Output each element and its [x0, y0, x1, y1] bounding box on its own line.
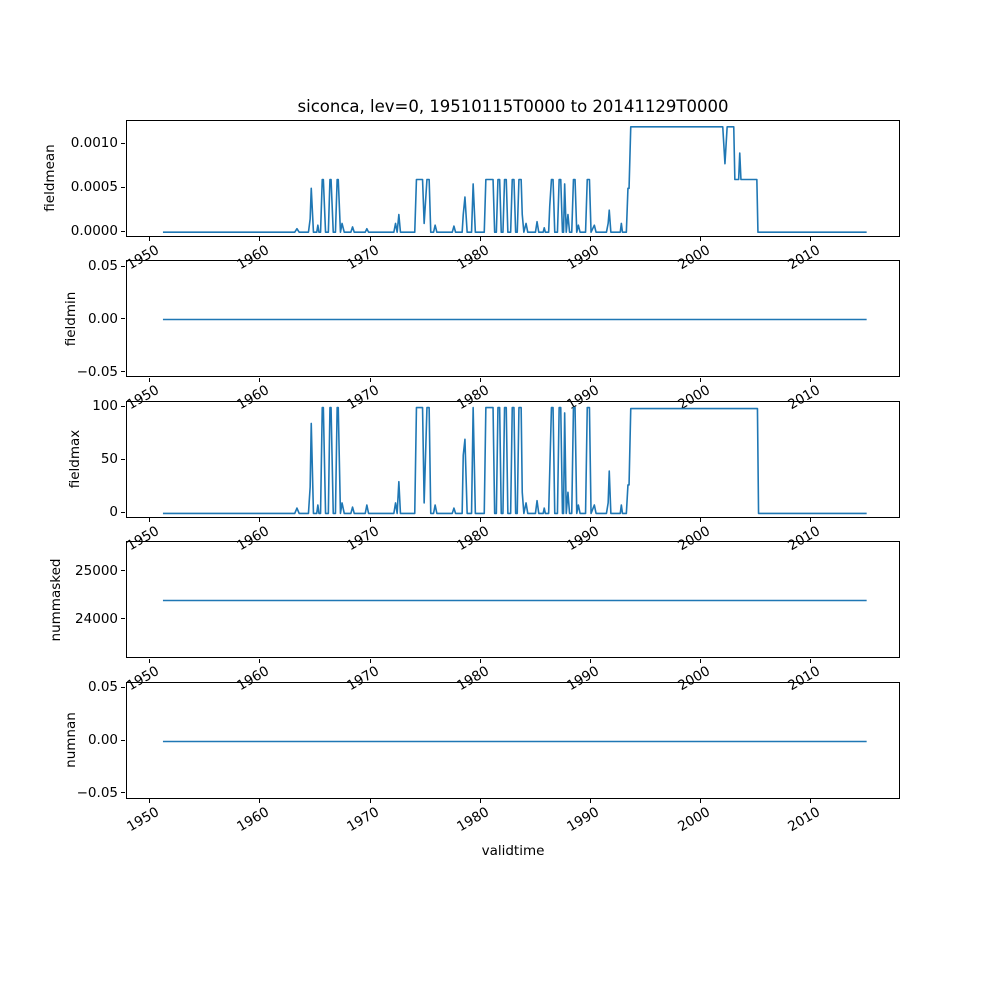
x-tick-label: 1950: [123, 803, 162, 835]
y-tick-label: 25000: [75, 562, 118, 579]
x-tick-mark: [810, 518, 812, 523]
y-tick-label: 100: [92, 398, 118, 415]
x-tick-mark: [259, 799, 261, 803]
y-tick-mark: [121, 739, 125, 741]
x-tick-mark: [479, 658, 481, 663]
x-tick-mark: [700, 658, 702, 663]
x-tick-mark: [589, 377, 591, 382]
x-tick-mark: [589, 799, 591, 803]
x-tick-mark: [700, 377, 702, 382]
x-tick-mark: [589, 237, 591, 242]
x-tick-label: 1970: [344, 803, 383, 835]
y-tick-label: 50: [100, 451, 118, 468]
y-tick-mark: [121, 265, 125, 267]
y-tick-mark: [121, 186, 125, 188]
y-tick-mark: [121, 230, 125, 232]
x-tick-mark: [149, 799, 151, 803]
y-axis-label-numnan: numnan: [63, 712, 79, 768]
y-tick-mark: [121, 570, 125, 572]
x-tick-mark: [810, 377, 812, 382]
y-tick-mark: [121, 458, 125, 460]
x-tick-mark: [700, 799, 702, 803]
y-axis-label-nummasked: nummasked: [48, 558, 64, 642]
x-tick-label: 2000: [674, 803, 713, 835]
x-tick-mark: [479, 799, 481, 803]
x-tick-mark: [259, 237, 261, 242]
plot-area: [162, 318, 867, 321]
y-tick-label: 0: [109, 504, 118, 521]
x-tick-mark: [259, 658, 261, 663]
y-tick-label: 0.00: [87, 310, 118, 327]
subplot-fieldmin: [125, 260, 900, 378]
x-axis-label: validtime: [481, 843, 545, 859]
y-tick-label: −0.05: [76, 363, 118, 380]
x-tick-mark: [810, 799, 812, 803]
x-tick-mark: [149, 658, 151, 663]
y-tick-mark: [121, 318, 125, 320]
x-tick-mark: [479, 237, 481, 242]
y-axis-label-fieldmean: fieldmean: [42, 144, 58, 213]
x-tick-mark: [259, 377, 261, 382]
y-tick-label: 0.05: [87, 679, 118, 696]
x-tick-mark: [369, 518, 371, 523]
x-tick-label: 1990: [564, 803, 603, 835]
x-tick-mark: [589, 658, 591, 663]
x-tick-mark: [479, 377, 481, 382]
x-tick-mark: [369, 799, 371, 803]
x-tick-mark: [589, 518, 591, 523]
plot-area: [162, 406, 867, 514]
x-tick-label: 2010: [784, 803, 823, 835]
x-tick-label: 1980: [454, 803, 493, 835]
x-tick-mark: [700, 237, 702, 242]
y-tick-mark: [121, 618, 125, 620]
data-line-fieldmean: [162, 125, 867, 233]
y-tick-label: 0.0005: [70, 179, 118, 196]
x-tick-mark: [700, 518, 702, 523]
y-tick-label: 0.0010: [70, 135, 118, 152]
x-tick-mark: [259, 518, 261, 523]
y-tick-label: 0.00: [87, 732, 118, 748]
x-tick-mark: [369, 377, 371, 382]
x-tick-mark: [479, 518, 481, 523]
y-tick-mark: [121, 792, 125, 794]
plot-area: [162, 599, 867, 602]
x-tick-mark: [369, 237, 371, 242]
y-tick-label: 0.05: [87, 258, 118, 275]
y-tick-label: 24000: [75, 610, 118, 627]
figure-title: siconca, lev=0, 19510115T0000 to 2014112…: [297, 97, 729, 116]
y-tick-mark: [121, 142, 125, 144]
subplot-numnan: [125, 681, 900, 799]
plot-area: [162, 740, 867, 742]
y-tick-mark: [121, 371, 125, 372]
y-axis-label-fieldmax: fieldmax: [67, 429, 83, 489]
x-tick-mark: [369, 658, 371, 663]
data-line-fieldmax: [162, 406, 867, 514]
subplot-fieldmax: [125, 400, 900, 518]
x-tick-mark: [149, 518, 151, 523]
y-tick-label: −0.05: [76, 784, 118, 801]
x-tick-label: 1960: [234, 803, 272, 835]
plot-area: [162, 125, 867, 233]
y-tick-mark: [121, 511, 125, 513]
x-tick-mark: [149, 377, 151, 382]
y-axis-label-fieldmin: fieldmin: [63, 291, 79, 347]
y-tick-mark: [121, 686, 125, 688]
subplot-fieldmean: [125, 119, 900, 237]
y-tick-mark: [121, 405, 125, 407]
x-tick-mark: [810, 237, 812, 242]
y-tick-label: 0.0000: [70, 223, 118, 240]
x-tick-mark: [810, 658, 812, 663]
x-tick-mark: [149, 237, 151, 242]
subplot-nummasked: [125, 541, 900, 659]
